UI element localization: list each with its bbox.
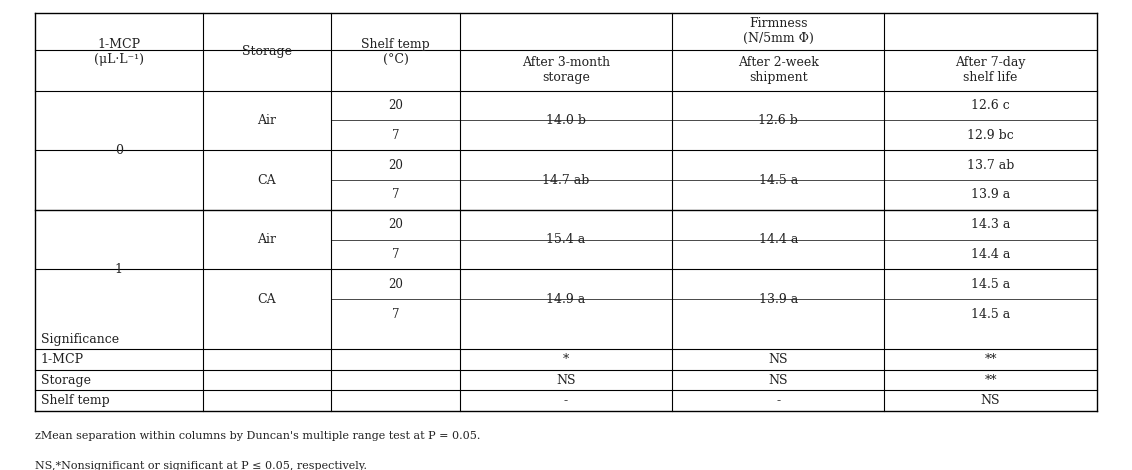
Text: After 3-month
storage: After 3-month storage [522,56,610,84]
Text: NS: NS [980,394,1001,407]
Text: *: * [563,353,569,366]
Text: 20: 20 [388,159,403,172]
Text: **: ** [985,374,997,387]
Text: 1: 1 [114,263,123,276]
Text: NS,*Nonsignificant or significant at P ≤ 0.05, respectively.: NS,*Nonsignificant or significant at P ≤… [35,461,367,470]
Text: 14.3 a: 14.3 a [971,218,1010,231]
Text: 13.7 ab: 13.7 ab [967,159,1014,172]
Text: 12.6 c: 12.6 c [971,99,1010,112]
Text: **: ** [985,353,997,366]
Text: 14.5 a: 14.5 a [971,307,1010,321]
Text: Shelf temp
(°C): Shelf temp (°C) [361,38,430,66]
Text: CA: CA [258,173,276,187]
Text: NS: NS [769,374,788,387]
Text: 14.5 a: 14.5 a [971,278,1010,291]
Text: 1-MCP
(μL·L⁻¹): 1-MCP (μL·L⁻¹) [94,38,144,66]
Text: 20: 20 [388,278,403,291]
Text: 20: 20 [388,99,403,112]
Text: 13.9 a: 13.9 a [758,293,798,306]
Text: NS: NS [556,374,576,387]
Text: 20: 20 [388,218,403,231]
Text: CA: CA [258,293,276,306]
Text: 14.0 b: 14.0 b [546,114,586,127]
Text: NS: NS [769,353,788,366]
Text: 14.4 a: 14.4 a [971,248,1010,261]
Text: 14.4 a: 14.4 a [758,233,798,246]
Text: Storage: Storage [242,45,292,58]
Text: 0: 0 [114,144,123,157]
Text: 7: 7 [392,307,400,321]
Text: -: - [777,394,780,407]
Text: 14.9 a: 14.9 a [547,293,585,306]
Text: 7: 7 [392,129,400,142]
Text: Storage: Storage [41,374,91,387]
Text: 13.9 a: 13.9 a [971,188,1010,202]
Text: 14.5 a: 14.5 a [758,173,798,187]
Text: 12.6 b: 12.6 b [758,114,798,127]
Text: Significance: Significance [41,333,119,345]
Text: 7: 7 [392,188,400,202]
Text: -: - [564,394,568,407]
Text: 7: 7 [392,248,400,261]
Text: 1-MCP: 1-MCP [41,353,84,366]
Text: 14.7 ab: 14.7 ab [542,173,590,187]
Text: 15.4 a: 15.4 a [547,233,585,246]
Text: Air: Air [257,114,276,127]
Text: Firmness
(N/5mm Φ): Firmness (N/5mm Φ) [743,17,814,45]
Text: After 2-week
shipment: After 2-week shipment [738,56,818,84]
Text: Shelf temp: Shelf temp [41,394,110,407]
Text: zMean separation within columns by Duncan's multiple range test at P = 0.05.: zMean separation within columns by Dunca… [35,431,481,441]
Text: After 7-day
shelf life: After 7-day shelf life [955,56,1026,84]
Text: Air: Air [257,233,276,246]
Text: 12.9 bc: 12.9 bc [967,129,1014,142]
